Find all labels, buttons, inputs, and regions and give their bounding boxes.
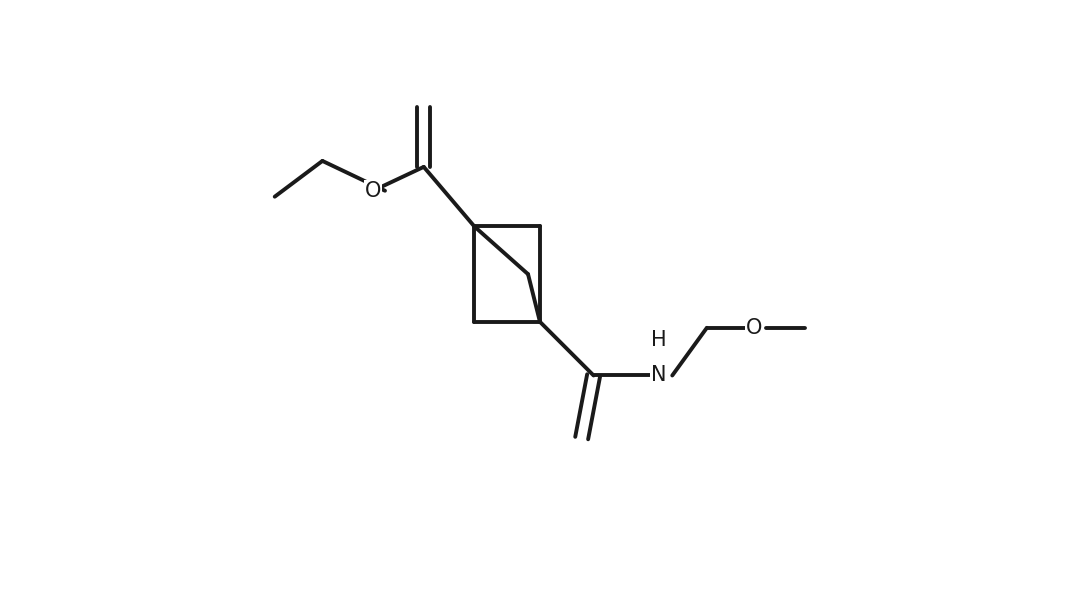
Text: O: O — [747, 318, 763, 338]
Text: O: O — [365, 181, 381, 201]
Text: H: H — [651, 330, 668, 350]
Text: N: N — [651, 365, 666, 386]
